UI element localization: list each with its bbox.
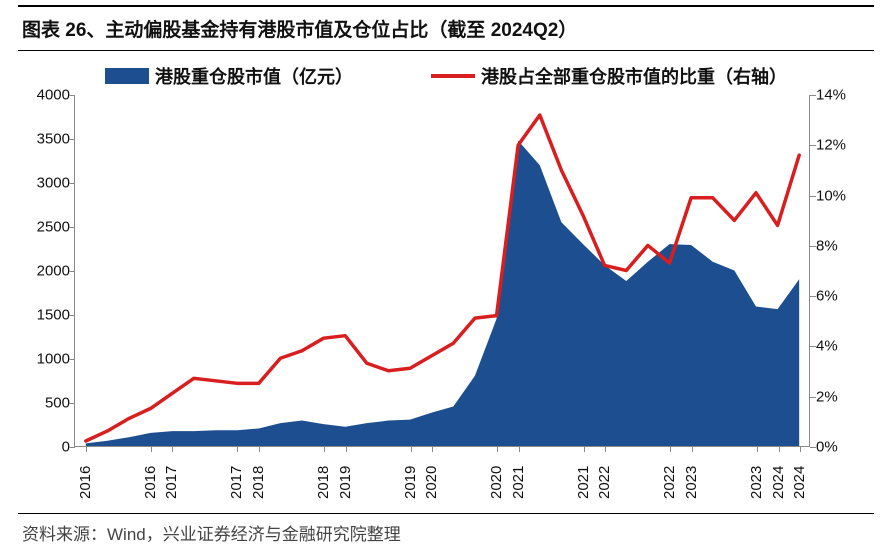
x-tick-label: 2019 [337, 466, 354, 499]
legend-item-line: 港股占全部重仓股市值的比重（右轴） [431, 63, 787, 89]
y-left-tick-label: 1500 [18, 307, 70, 324]
y-right-tick-label: 4% [816, 338, 862, 355]
y-right-tick-label: 10% [816, 187, 862, 204]
x-tick-label: 2022 [596, 466, 613, 499]
x-tick-label: 2021 [510, 466, 527, 499]
legend-swatch-area [105, 68, 149, 84]
y-left-tick-label: 2500 [18, 219, 70, 236]
x-tick-label: 2023 [748, 466, 765, 499]
y-left-tick-label: 3000 [18, 175, 70, 192]
y-left-tick-label: 1000 [18, 351, 70, 368]
x-tick-label: 2021 [575, 466, 592, 499]
x-tick-label: 2024 [770, 466, 787, 499]
y-axis-left: 05001000150020002500300035004000 [18, 95, 70, 447]
x-tick-label: 2020 [488, 466, 505, 499]
legend: 港股重仓股市值（亿元） 港股占全部重仓股市值的比重（右轴） [18, 63, 874, 89]
x-tick-label: 2020 [423, 466, 440, 499]
x-tick-label: 2016 [142, 466, 159, 499]
x-tick-label: 2018 [250, 466, 267, 499]
legend-swatch-line [431, 74, 475, 78]
chart-title: 图表 26、主动偏股基金持有港股市值及仓位占比（截至 2024Q2） [18, 5, 874, 51]
x-axis: 2016201620172017201820182019201920202020… [74, 453, 810, 509]
y-left-tick-label: 0 [18, 439, 70, 456]
chart-container: 港股重仓股市值（亿元） 港股占全部重仓股市值的比重（右轴） 0 500 1000 15… [18, 59, 874, 509]
y-right-tick-label: 0% [816, 439, 862, 456]
x-tick-label: 2017 [163, 466, 180, 499]
y-left-tick-label: 4000 [18, 87, 70, 104]
y-right-tick-label: 6% [816, 288, 862, 305]
x-tick-label: 2023 [683, 466, 700, 499]
y-left-tick-label: 500 [18, 395, 70, 412]
x-tick-label: 2019 [402, 466, 419, 499]
y-left-tick-label: 2000 [18, 263, 70, 280]
legend-item-area: 港股重仓股市值（亿元） [105, 63, 353, 89]
plot-area [74, 95, 810, 447]
x-tick-label: 2022 [661, 466, 678, 499]
x-tick-label: 2016 [77, 466, 94, 499]
y-axis-right: 0%2%4%6%8%10%12%14% [816, 95, 862, 447]
x-tick-label: 2017 [228, 466, 245, 499]
x-tick-label: 2018 [315, 466, 332, 499]
line-series [75, 95, 810, 446]
source-text: 资料来源：Wind，兴业证券经济与金融研究院整理 [18, 513, 874, 547]
y-right-tick-label: 8% [816, 237, 862, 254]
y-left-tick-label: 3500 [18, 131, 70, 148]
y-right-tick-label: 14% [816, 87, 862, 104]
legend-label-line: 港股占全部重仓股市值的比重（右轴） [481, 63, 787, 89]
y-right-tick-label: 12% [816, 137, 862, 154]
y-right-tick-label: 2% [816, 388, 862, 405]
x-tick-label: 2024 [791, 466, 808, 499]
legend-label-area: 港股重仓股市值（亿元） [155, 63, 353, 89]
